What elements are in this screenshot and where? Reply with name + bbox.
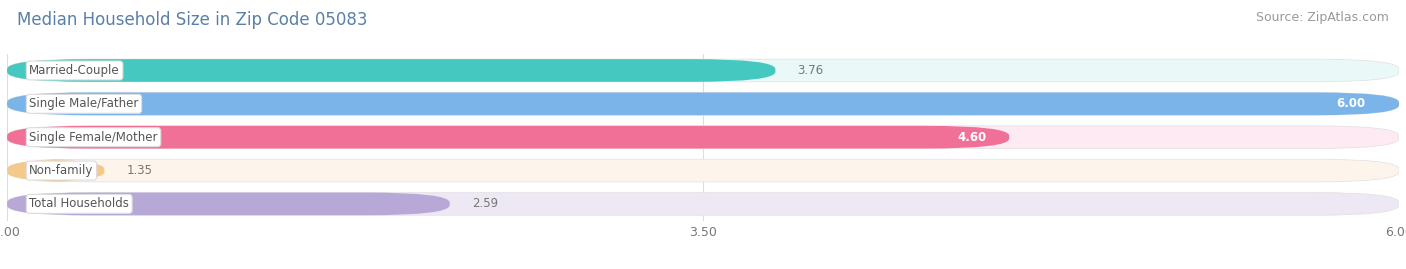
Text: 4.60: 4.60 — [957, 131, 987, 144]
Text: 3.76: 3.76 — [797, 64, 824, 77]
Text: Married-Couple: Married-Couple — [30, 64, 120, 77]
FancyBboxPatch shape — [7, 126, 1399, 148]
FancyBboxPatch shape — [7, 126, 1010, 148]
Text: Source: ZipAtlas.com: Source: ZipAtlas.com — [1256, 11, 1389, 24]
Text: 2.59: 2.59 — [472, 197, 498, 210]
FancyBboxPatch shape — [7, 159, 1399, 182]
Text: Single Male/Father: Single Male/Father — [30, 97, 139, 110]
Text: Single Female/Mother: Single Female/Mother — [30, 131, 157, 144]
FancyBboxPatch shape — [7, 93, 1399, 115]
Text: 1.35: 1.35 — [127, 164, 153, 177]
Text: Median Household Size in Zip Code 05083: Median Household Size in Zip Code 05083 — [17, 11, 367, 29]
Text: Non-family: Non-family — [30, 164, 94, 177]
FancyBboxPatch shape — [7, 59, 775, 82]
FancyBboxPatch shape — [7, 159, 104, 182]
FancyBboxPatch shape — [7, 193, 1399, 215]
Text: Total Households: Total Households — [30, 197, 129, 210]
FancyBboxPatch shape — [7, 59, 1399, 82]
FancyBboxPatch shape — [7, 193, 450, 215]
FancyBboxPatch shape — [7, 93, 1399, 115]
Text: 6.00: 6.00 — [1337, 97, 1365, 110]
